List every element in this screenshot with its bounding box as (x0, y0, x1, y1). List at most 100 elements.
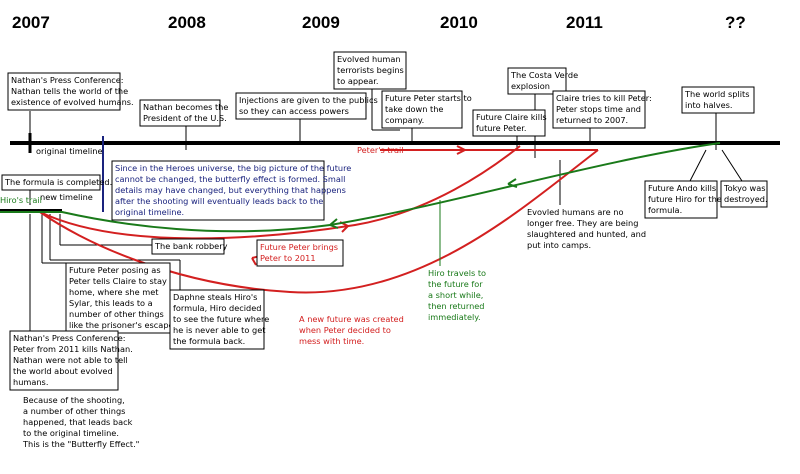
box-text: returned to 2007. (556, 115, 628, 125)
box-frame (65, 262, 171, 334)
text-box: Since in the Heroes universe, the big pi… (111, 160, 351, 221)
text-box: Nathan's Press Conference:Nathan tells t… (7, 72, 134, 111)
year: 2007 (12, 13, 50, 32)
box-text: Peter from 2011 kills Nathan. (13, 344, 133, 354)
box-text: Peter stops time and (556, 104, 641, 114)
box-frame (1, 174, 101, 191)
box-text: number of other things (69, 309, 164, 319)
box-frame (552, 90, 646, 129)
box-text: terrorists begins (337, 65, 404, 75)
text-box: Claire tries to kill Peter:Peter stops t… (552, 90, 652, 129)
year: ?? (725, 13, 746, 32)
box-text: the world about evolved (13, 366, 113, 376)
box-text: Tokyo was (723, 183, 766, 193)
box-text: cannot be changed, the butterfly effect … (115, 174, 345, 184)
box-text: the formula back. (173, 336, 245, 346)
box-text: a number of other things (23, 406, 125, 416)
box-text: Hiro travels to (428, 268, 486, 278)
years: 2007 2008 2009 2010 2011?? (12, 13, 746, 32)
box-text: destroyed. (724, 194, 768, 204)
box-text: Nathan tells the world of the (11, 86, 128, 96)
box-text: slaughtered and hunted, and (527, 229, 646, 239)
boxes: Nathan's Press Conference:Nathan tells t… (1, 51, 768, 449)
trail-label: Hiro's trail (0, 195, 42, 205)
box-text: Daphne steals Hiro's (173, 292, 257, 302)
box-text: after the shooting will eventually leads… (115, 196, 323, 206)
box-text: future Peter. (476, 123, 526, 133)
box-text: Future Peter starts to (385, 93, 472, 103)
text-box: Nathan's Press Conference:Peter from 201… (9, 330, 133, 391)
box-frame (151, 238, 225, 255)
box-text: when Peter decided to (299, 325, 391, 335)
text-box: Because of the shooting,a number of othe… (22, 395, 139, 449)
box-frame (235, 92, 367, 120)
box-text: the future for (428, 279, 483, 289)
box-text: to appear. (337, 76, 379, 86)
box-text: President of the U.S. (143, 113, 227, 123)
box-frame (381, 90, 463, 129)
box-frame (111, 160, 325, 221)
box-text: put into camps. (527, 240, 591, 250)
box-text: The Costa Verde (510, 70, 578, 80)
box-text: immediately. (428, 312, 481, 322)
text-box: The formula is completed. (1, 174, 112, 191)
box-text: Future Peter posing as (69, 265, 161, 275)
box-text: A new future was created (299, 314, 404, 324)
box-text: mess with time. (299, 336, 364, 346)
box-text: Since in the Heroes universe, the big pi… (115, 163, 351, 173)
box-text: home, where she met (69, 287, 159, 297)
box-text: details may have changed, but everything… (115, 185, 346, 195)
box-text: Claire tries to kill Peter: (556, 93, 652, 103)
box-text: Peter to 2011 (260, 253, 316, 263)
box-text: Future Ando kills (648, 183, 716, 193)
text-box: The bank robbery (151, 238, 228, 255)
year: 2010 (440, 13, 478, 32)
box-text: into halves. (685, 100, 733, 110)
box-text: formula. (648, 205, 682, 215)
box-text: to see the future where (173, 314, 269, 324)
box-frame (472, 109, 546, 137)
box-frame (9, 330, 119, 391)
box-text: formula, Hiro decided (173, 303, 261, 313)
box-frame (507, 67, 567, 95)
box-frame (256, 239, 344, 267)
box-frame (720, 180, 768, 208)
trail-label: new timeline (40, 192, 93, 202)
box-text: Evovled humans are no (527, 207, 623, 217)
box-text: humans. (13, 377, 48, 387)
box-text: he is never able to get (173, 325, 266, 335)
box-text: This is the "Butterfly Effect." (22, 439, 139, 449)
box-frame (644, 180, 718, 219)
box-text: Sylar, this leads to a (69, 298, 153, 308)
box-text: so they can access powers (239, 106, 349, 116)
year: 2009 (302, 13, 340, 32)
box-text: to the original timeline. (23, 428, 119, 438)
box-text: take down the (385, 104, 443, 114)
box-text: Nathan's Press Conference: (11, 75, 124, 85)
box-frame (7, 72, 121, 111)
year: 2011 (566, 13, 603, 32)
box-text: company. (385, 115, 424, 125)
box-text: Nathan's Press Conference: (13, 333, 126, 343)
box-text: The bank robbery (154, 241, 228, 251)
box-text: The world splits (684, 89, 749, 99)
box-text: then returned (428, 301, 485, 311)
box-text: Because of the shooting, (23, 395, 125, 405)
box-text: longer free. They are being (527, 218, 638, 228)
box-text: like the prisoner's escape. (69, 320, 176, 330)
lines (0, 88, 780, 331)
box-text: Evolved human (337, 54, 401, 64)
box-text: Future Claire kills (476, 112, 547, 122)
